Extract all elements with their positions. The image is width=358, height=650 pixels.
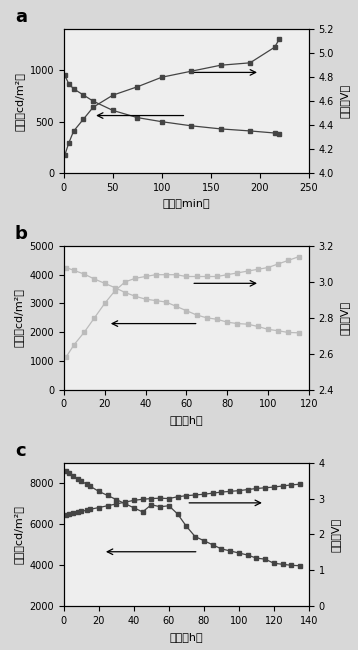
X-axis label: 寿命（h）: 寿命（h） (170, 632, 203, 642)
Y-axis label: 电压（V）: 电压（V） (339, 301, 349, 335)
Text: c: c (15, 442, 25, 460)
X-axis label: 寿命（min）: 寿命（min） (163, 198, 210, 209)
Text: b: b (15, 225, 28, 243)
Y-axis label: 亮度（cd/m²）: 亮度（cd/m²） (14, 72, 24, 131)
Y-axis label: 电压（V）: 电压（V） (330, 517, 340, 552)
X-axis label: 寿命（h）: 寿命（h） (170, 415, 203, 425)
Y-axis label: 亮度（cd/m²）: 亮度（cd/m²） (14, 289, 24, 347)
Text: a: a (15, 8, 27, 27)
Y-axis label: 亮度（cd/m²）: 亮度（cd/m²） (14, 505, 24, 564)
Y-axis label: 电压（V）: 电压（V） (340, 84, 350, 118)
